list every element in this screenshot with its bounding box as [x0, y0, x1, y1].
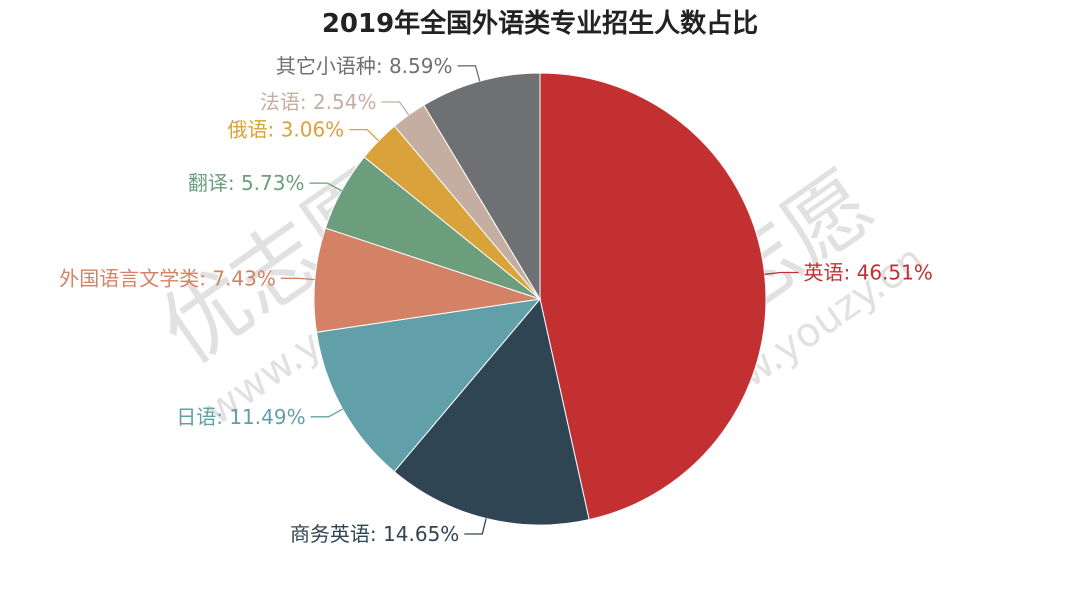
slice-labels: 英语: 46.51% 商务英语: 14.65% 日语: 11.49% 外国语言文学类:…: [59, 54, 933, 546]
pie-slice: [315, 298, 542, 473]
leader-line: [349, 128, 380, 142]
pie-slice: [539, 72, 767, 521]
slice-label: 外国语言文学类: 7.43%: [59, 266, 276, 290]
slice-label: 英语: 46.51%: [804, 261, 933, 285]
pie-slices: [313, 72, 767, 526]
leader-line: [457, 65, 481, 82]
leader-line: [280, 277, 315, 281]
leader-line: [309, 182, 342, 192]
slice-label: 其它小语种: 8.59%: [276, 54, 453, 78]
label-leader-lines: [280, 65, 799, 535]
slice-label: 俄语: 3.06%: [228, 118, 345, 142]
leader-line: [381, 101, 410, 116]
chart-title: 2019年全国外语类专业招生人数占比: [322, 8, 758, 39]
leader-line: [464, 518, 487, 535]
slice-label: 商务英语: 14.65%: [290, 522, 459, 546]
pie-slice: [393, 297, 590, 526]
leader-line: [764, 271, 799, 275]
slice-label: 日语: 11.49%: [176, 405, 305, 429]
slice-label: 翻译: 5.73%: [188, 171, 305, 195]
slice-label: 法语: 2.54%: [260, 90, 377, 114]
pie-slice: [313, 227, 541, 333]
leader-line: [310, 408, 343, 418]
